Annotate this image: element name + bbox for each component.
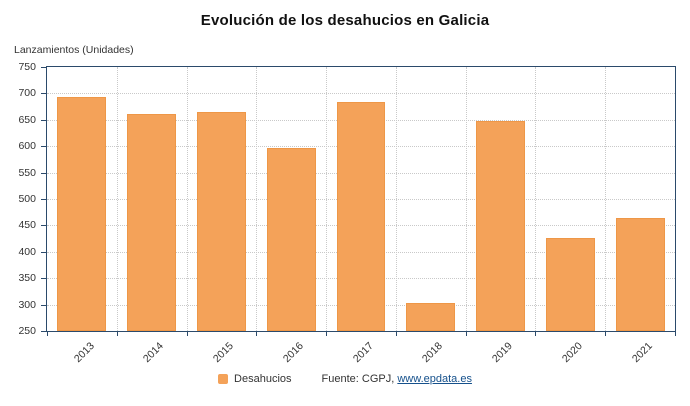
y-tick-label: 650: [18, 113, 36, 126]
y-tick-label: 500: [18, 193, 36, 205]
y-tick-mark: [41, 251, 46, 253]
y-tick-mark: [41, 172, 46, 174]
x-tick-label: 2018: [420, 340, 446, 366]
x-tick-label: 2021: [629, 340, 655, 366]
y-tick-label: 300: [18, 298, 36, 311]
epdata-link[interactable]: www.epdata.es: [397, 373, 472, 385]
bar-2020[interactable]: [545, 238, 595, 331]
x-tick-mark: [605, 332, 607, 336]
y-tick-label: 700: [18, 87, 36, 100]
bar-2017[interactable]: [336, 102, 386, 331]
y-tick-mark: [41, 119, 46, 121]
gridline-vertical: [326, 67, 328, 331]
bar-2013[interactable]: [57, 97, 107, 331]
y-tick-label: 750: [18, 61, 36, 73]
y-tick-label: 400: [18, 245, 36, 258]
gridline-vertical: [256, 67, 258, 331]
x-tick-label: 2019: [490, 340, 516, 366]
gridline-vertical: [605, 67, 607, 331]
x-tick-mark: [47, 332, 48, 336]
gridline-vertical: [186, 67, 188, 331]
bar-2019[interactable]: [476, 120, 525, 331]
gridline-vertical: [395, 67, 397, 331]
gridline-horizontal: [47, 93, 675, 95]
y-tick-mark: [41, 199, 46, 200]
y-tick-mark: [41, 278, 46, 280]
y-tick-mark: [41, 93, 46, 95]
x-tick-label: 2015: [210, 340, 236, 366]
x-tick-mark: [116, 332, 118, 336]
x-tick-label: 2016: [280, 340, 306, 366]
x-tick-mark: [395, 332, 397, 336]
y-tick-label: 550: [18, 166, 36, 179]
gridline-vertical: [116, 67, 118, 331]
x-tick-mark: [535, 332, 537, 336]
x-tick-mark: [465, 332, 467, 336]
x-tick-mark: [256, 332, 258, 336]
bar-2015[interactable]: [197, 111, 246, 331]
source-text: Fuente: CGPJ, www.epdata.es: [322, 373, 472, 385]
y-tick-mark: [41, 225, 46, 227]
y-axis-title: Lanzamientos (Unidades): [14, 44, 134, 56]
y-tick-label: 600: [18, 140, 36, 153]
y-tick-mark: [41, 304, 46, 306]
y-tick-label: 450: [18, 219, 36, 232]
legend-label[interactable]: Desahucios: [234, 373, 292, 385]
y-tick-mark: [41, 331, 46, 332]
x-tick-mark: [326, 332, 328, 336]
bar-2016[interactable]: [266, 147, 316, 331]
plot-area: [46, 66, 676, 332]
y-tick-label: 250: [18, 325, 36, 337]
chart-title: Evolución de los desahucios en Galicia: [200, 12, 490, 29]
x-tick-label: 2020: [559, 340, 585, 366]
y-tick-mark: [41, 67, 46, 68]
source-prefix: Fuente: CGPJ,: [321, 373, 398, 385]
x-tick-label: 2014: [141, 340, 167, 366]
y-tick-mark: [41, 146, 46, 148]
x-tick-mark: [186, 332, 188, 336]
x-tick-mark: [675, 332, 676, 336]
gridline-vertical: [535, 67, 537, 331]
x-tick-label: 2017: [350, 340, 376, 366]
x-tick-label: 2013: [71, 340, 97, 366]
bar-2014[interactable]: [127, 114, 177, 331]
y-tick-label: 350: [18, 272, 36, 285]
gridline-vertical: [465, 67, 467, 331]
bar-2018[interactable]: [406, 303, 456, 331]
bar-2021[interactable]: [615, 218, 665, 331]
legend-swatch[interactable]: [218, 374, 229, 384]
legend: Desahucios Fuente: CGPJ, www.epdata.es: [0, 373, 690, 385]
